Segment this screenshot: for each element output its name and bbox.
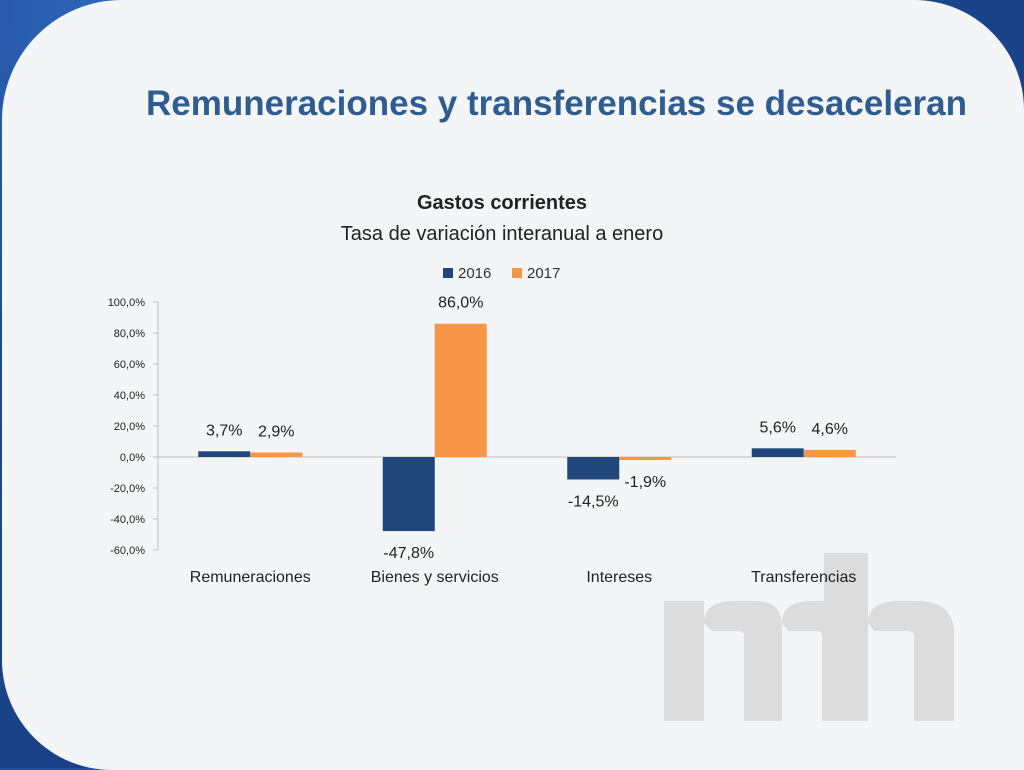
bar-2017 (803, 449, 856, 457)
y-tick-label: -60,0% (110, 545, 145, 557)
mh-logo-watermark-icon (664, 553, 954, 721)
y-tick-label: -20,0% (110, 483, 145, 495)
data-label-2016: 3,7% (206, 422, 242, 439)
x-category-label: Intereses (586, 569, 652, 586)
bar-2016 (751, 448, 804, 457)
bar-2016 (567, 457, 620, 480)
bar-2017 (250, 452, 303, 457)
y-tick-label: 40,0% (114, 390, 145, 402)
legend-swatch-2016 (443, 268, 453, 278)
x-category-label: Remuneraciones (190, 569, 311, 586)
y-tick-label: 100,0% (108, 297, 146, 309)
bar-2017 (434, 323, 487, 457)
chart-title: Gastos corrientes (417, 192, 587, 214)
bars (198, 323, 856, 532)
data-label-2016: -47,8% (383, 545, 434, 562)
chart-subtitle: Tasa de variación interanual a enero (341, 223, 663, 245)
x-category-label: Bienes y servicios (371, 569, 499, 586)
data-label-2017: -1,9% (624, 474, 666, 491)
y-tick-label: 60,0% (114, 359, 145, 371)
legend-label-2016: 2016 (458, 265, 491, 282)
legend: 2016 2017 (443, 265, 560, 282)
x-category-label: Transferencias (751, 569, 856, 586)
data-label-2017: 2,9% (258, 424, 294, 441)
data-label-2016: -14,5% (568, 493, 619, 510)
y-tick-label: 20,0% (114, 421, 145, 433)
y-tick-label: 80,0% (114, 328, 145, 340)
legend-swatch-2017 (512, 268, 522, 278)
data-label-2017: 4,6% (812, 421, 848, 438)
data-label-2016: 5,6% (760, 419, 796, 436)
axes: 100,0% 80,0% 60,0% 40,0% 20,0% 0,0% -20,0% -40,… (108, 297, 896, 586)
slide-title: Remuneraciones y transferencias se desac… (146, 84, 967, 123)
y-tick-label: -40,0% (110, 514, 145, 526)
bar-2016 (382, 457, 435, 532)
bar-2017 (619, 457, 672, 460)
bar-2016 (198, 451, 251, 457)
data-label-2017: 86,0% (438, 295, 483, 312)
data-labels: 3,7% 2,9% -47,8% 86,0% -14,5% -1,9% 5,6% 4,6% (206, 295, 848, 562)
y-tick-label: 0,0% (120, 452, 145, 464)
legend-label-2017: 2017 (527, 265, 560, 282)
